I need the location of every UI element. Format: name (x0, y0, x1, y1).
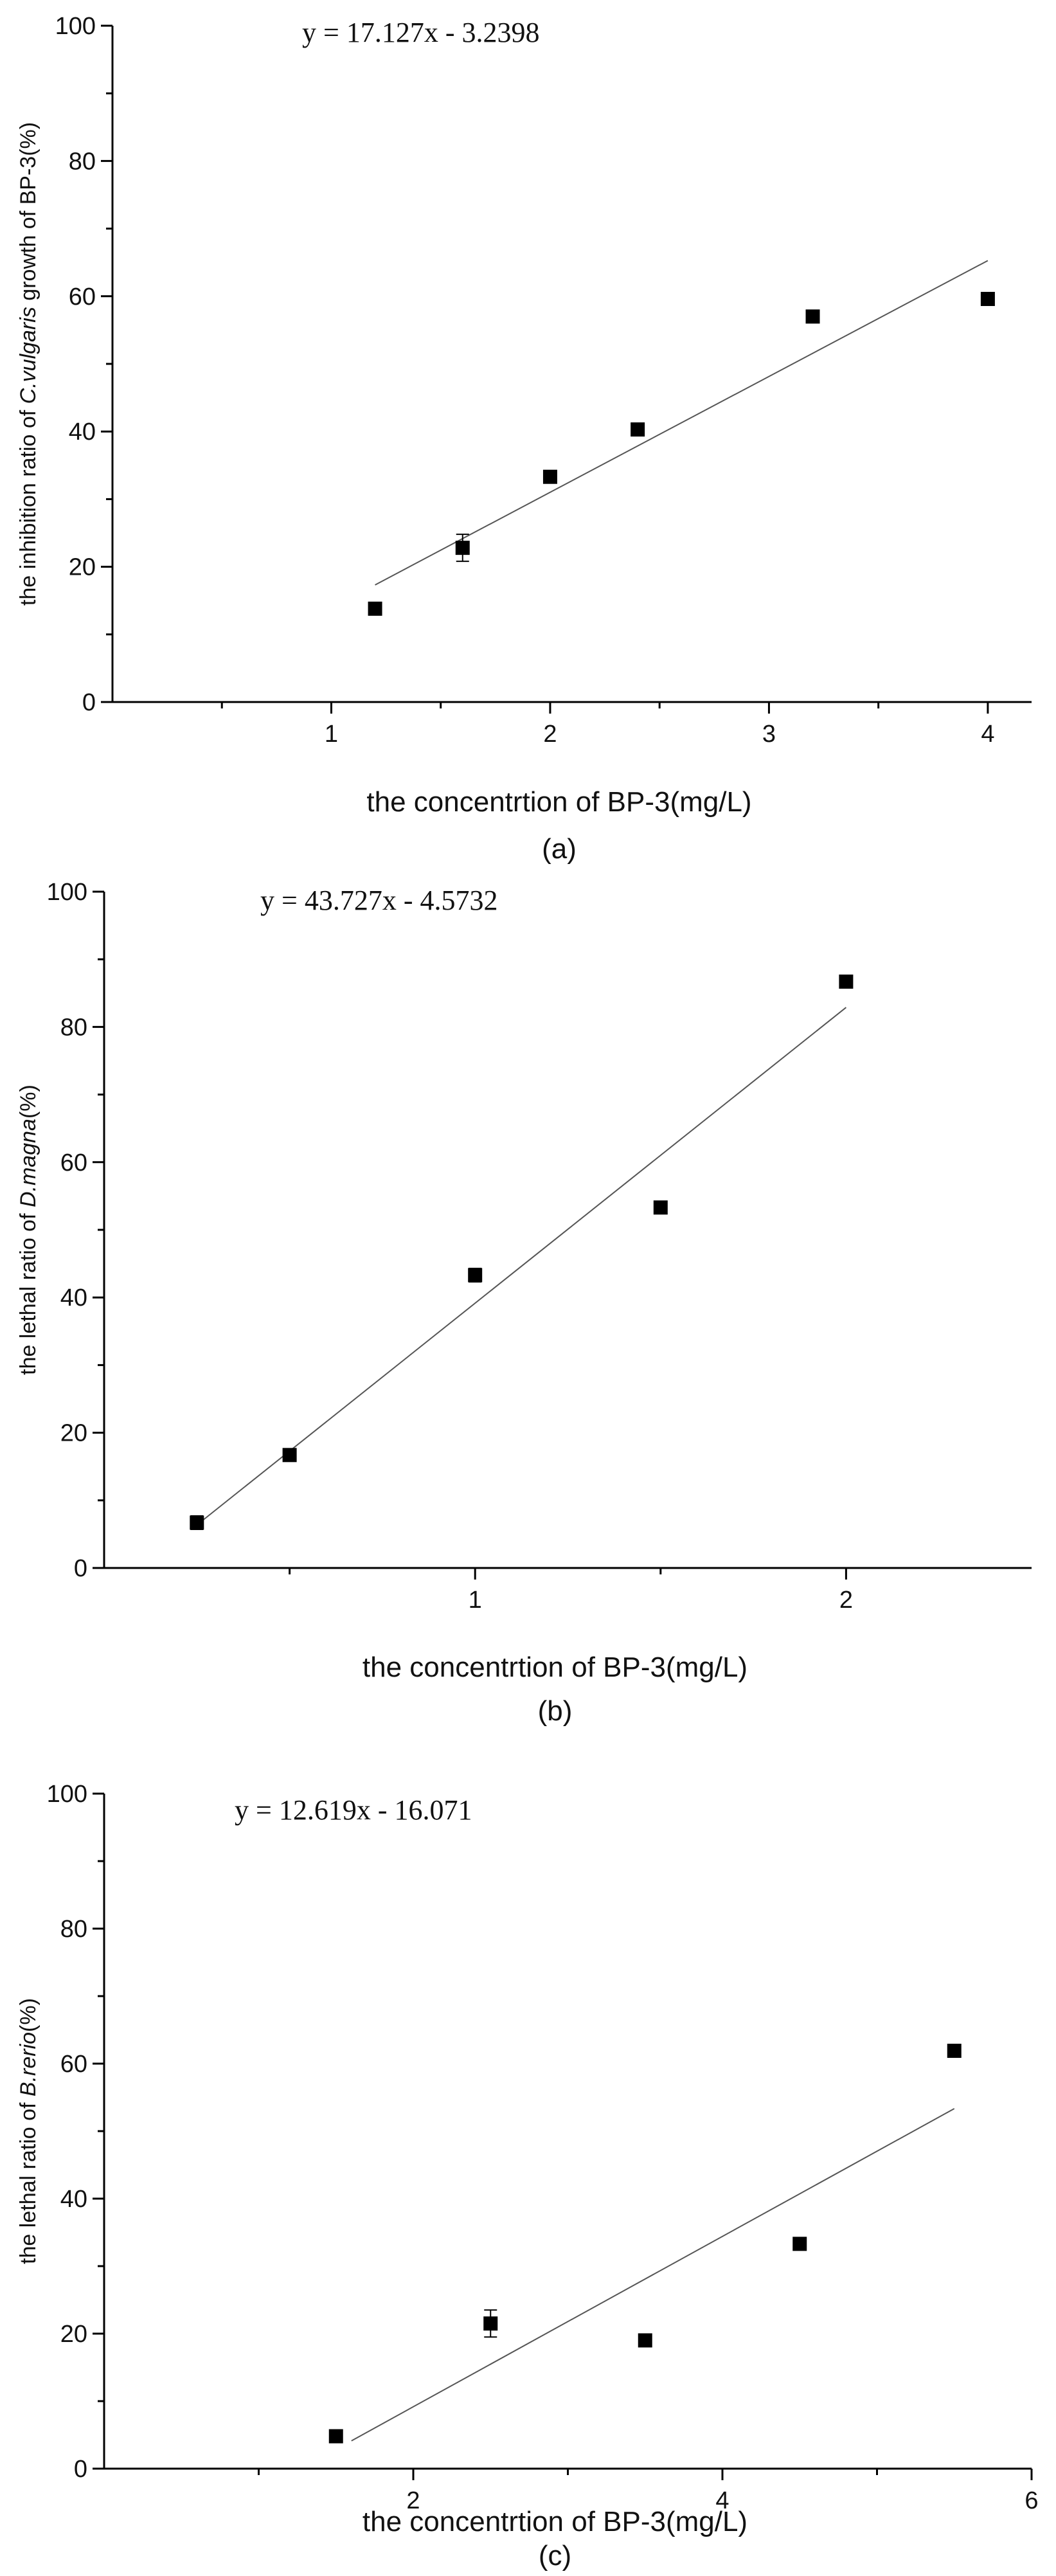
data-point-c-3 (792, 2237, 807, 2251)
data-point-a-0 (368, 601, 382, 616)
y-title-b-species: D.magna (16, 1119, 40, 1207)
axes-a: 0 20 40 60 80 100 1 2 3 4 (55, 13, 1032, 748)
points-c (328, 2044, 962, 2444)
y-title-c-part1: the lethal ratio of (16, 2096, 40, 2264)
points-b (190, 974, 854, 1531)
y-tick-label-a-20: 20 (69, 554, 96, 581)
data-point-c-2 (638, 2333, 652, 2348)
y-tick-label-a-60: 60 (69, 284, 96, 311)
y-title-c-species: B.rerio (16, 2032, 40, 2096)
y-tick-label-b-20: 20 (60, 1420, 87, 1447)
equation-a: y = 17.127x - 3.2398 (302, 17, 539, 48)
y-tick-label-a-0: 0 (82, 689, 96, 716)
data-point-a-1 (455, 541, 470, 555)
data-point-b-2 (468, 1268, 483, 1283)
data-point-b-0 (190, 1515, 204, 1530)
y-tick-label-b-40: 40 (60, 1284, 87, 1311)
y-title-b-part3: (%) (16, 1085, 40, 1119)
data-point-a-4 (805, 309, 820, 324)
axes-c: 0 20 40 60 80 100 2 4 6 (47, 1781, 1039, 2514)
data-point-b-3 (653, 1200, 668, 1215)
panel-label-b: (b) (538, 1695, 573, 1727)
y-tick-label-b-80: 80 (60, 1014, 87, 1041)
equation-b: y = 43.727x - 4.5732 (260, 885, 497, 916)
axes-b: 0 20 40 60 80 100 1 2 (47, 879, 1032, 1614)
x-tick-label-a-3: 3 (762, 721, 776, 748)
fit-c (351, 2108, 955, 2442)
y-axis-title-c: the lethal ratio of B.rerio(%) (16, 1998, 40, 2264)
x-tick-label-a-4: 4 (981, 721, 994, 748)
data-point-b-1 (282, 1448, 297, 1463)
y-tick-label-c-40: 40 (60, 2186, 87, 2213)
equation-c: y = 12.619x - 16.071 (235, 1794, 472, 1826)
fit-line-a (375, 260, 989, 586)
y-tick-label-c-100: 100 (47, 1781, 87, 1808)
data-point-c-1 (483, 2316, 498, 2331)
y-axis-title-a: the inhibition ratio of C.vulgaris growt… (16, 122, 40, 606)
y-tick-label-a-80: 80 (69, 148, 96, 175)
data-point-a-2 (542, 469, 557, 484)
x-tick-label-c-4: 4 (715, 2487, 729, 2514)
x-tick-label-a-2: 2 (543, 721, 557, 748)
y-tick-label-c-60: 60 (60, 2051, 87, 2078)
y-title-a-part3: growth of BP-3(%) (16, 122, 40, 307)
y-tick-label-b-0: 0 (74, 1555, 87, 1582)
x-axis-title-b: the concentrtion of BP-3(mg/L) (362, 1652, 747, 1683)
points-a (368, 292, 995, 616)
y-axis-title-b: the lethal ratio of D.magna(%) (16, 1085, 40, 1375)
y-title-b-part1: the lethal ratio of (16, 1207, 40, 1375)
fit-b (196, 1007, 847, 1526)
y-title-a-species: C.vulgaris (16, 307, 40, 404)
fit-line-b (196, 1007, 847, 1526)
y-tick-label-a-100: 100 (55, 13, 96, 40)
x-tick-label-c-2: 2 (406, 2487, 420, 2514)
y-tick-label-c-80: 80 (60, 1916, 87, 1943)
y-tick-label-c-20: 20 (60, 2321, 87, 2348)
data-point-c-4 (947, 2044, 962, 2058)
panel-b: y = 43.727x - 4.5732 0 20 40 60 80 100 1 2 the … (16, 879, 1032, 1727)
y-tick-label-b-100: 100 (47, 879, 87, 906)
x-axis-title-a: the concentrtion of BP-3(mg/L) (366, 786, 751, 818)
y-tick-label-c-0: 0 (74, 2456, 87, 2483)
data-point-a-5 (980, 292, 995, 307)
data-point-c-0 (328, 2429, 343, 2444)
panel-label-a: (a) (542, 833, 577, 865)
y-title-c-part3: (%) (16, 1998, 40, 2032)
fit-line-c (351, 2108, 955, 2442)
x-tick-label-a-1: 1 (325, 721, 338, 748)
data-point-b-4 (839, 974, 854, 989)
x-tick-label-b-2: 2 (839, 1587, 853, 1614)
data-point-a-3 (631, 422, 645, 437)
x-tick-label-b-1: 1 (469, 1587, 482, 1614)
fit-a (375, 260, 989, 586)
panel-a: y = 17.127x - 3.2398 0 20 40 60 80 100 1 2 3 4 th… (16, 13, 1032, 865)
panel-label-c: (c) (539, 2540, 571, 2571)
x-tick-label-c-6: 6 (1025, 2487, 1038, 2514)
y-tick-label-b-60: 60 (60, 1149, 87, 1176)
panel-c: y = 12.619x - 16.071 0 20 40 60 80 100 2 4 6 the… (16, 1781, 1039, 2571)
y-title-a-part1: the inhibition ratio of (16, 404, 40, 606)
x-axis-title-c: the concentrtion of BP-3(mg/L) (362, 2506, 747, 2537)
y-tick-label-a-40: 40 (69, 419, 96, 446)
